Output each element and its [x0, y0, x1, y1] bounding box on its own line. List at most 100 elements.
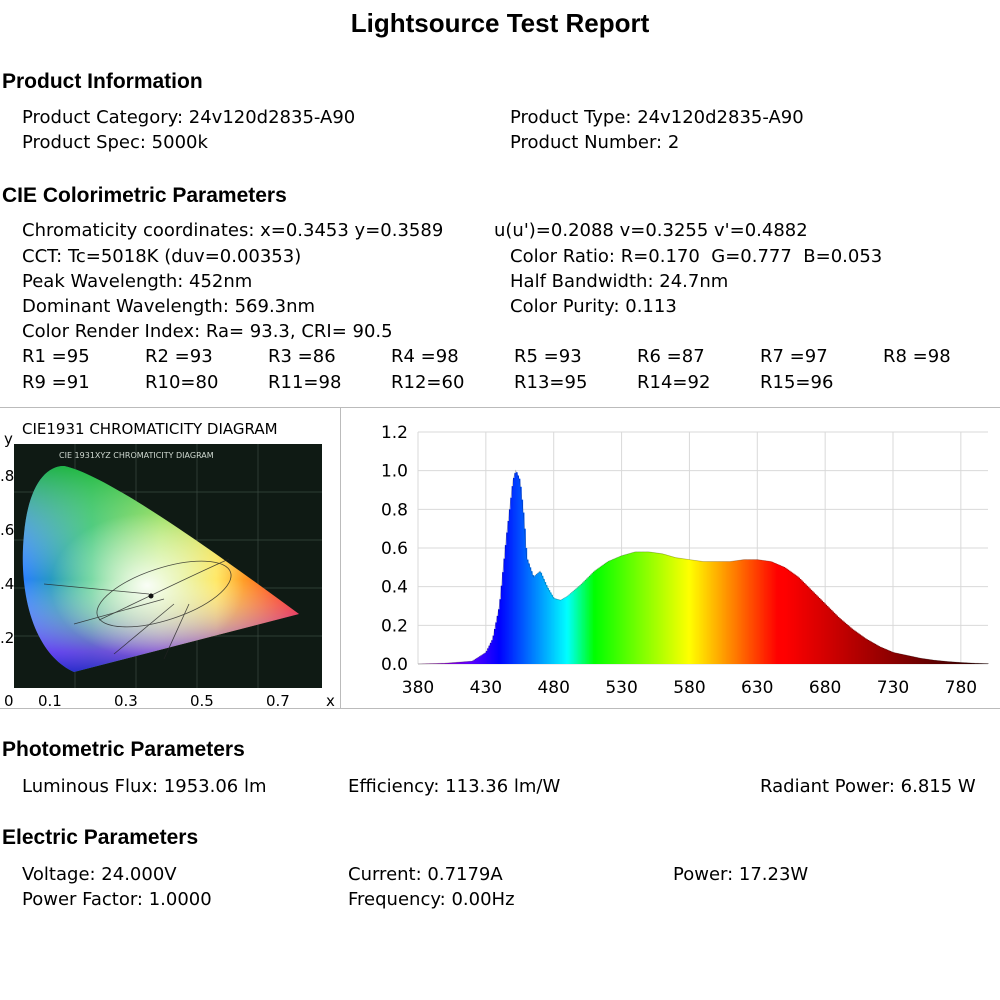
spectrum-strip — [457, 662, 460, 664]
spectrum-strip — [913, 656, 916, 664]
spectrum-strip — [469, 661, 472, 664]
spectrum-strip — [822, 602, 825, 664]
spectrum-strip — [955, 662, 958, 664]
spectrum-strip — [464, 661, 467, 664]
chromaticity-coordinates: Chromaticity coordinates: x=0.3453 y=0.3… — [22, 220, 444, 241]
spectrum-strip — [498, 609, 501, 664]
spectrum-strip — [610, 560, 613, 664]
cie-x-tick: 0.3 — [114, 692, 138, 710]
spectrum-strip — [935, 660, 938, 664]
spectrum-strip — [609, 560, 612, 664]
spectrum-strip — [568, 594, 571, 664]
spectrum-strip — [502, 572, 505, 664]
electric-heading: Electric Parameters — [2, 826, 199, 849]
spectrum-strip — [479, 656, 482, 664]
spectrum-strip — [602, 564, 605, 664]
spectrum-strip — [838, 618, 841, 664]
x-tick-label: 730 — [877, 678, 909, 698]
spectrum-strip — [541, 575, 544, 664]
spectrum-strip — [503, 558, 506, 664]
spectrum-strip — [511, 486, 514, 664]
spectrum-strip — [659, 553, 662, 664]
r-value: R13=95 — [514, 372, 588, 393]
spectrum-strip — [663, 554, 666, 664]
product-info-heading: Product Information — [2, 70, 203, 93]
spectrum-strip — [939, 660, 942, 664]
spectrum-strip — [747, 559, 750, 664]
spectrum-strip — [579, 585, 582, 664]
x-tick-label: 530 — [605, 678, 637, 698]
spectrum-strip — [979, 663, 982, 664]
spectrum-strip — [963, 662, 966, 664]
spectrum-strip — [618, 556, 621, 664]
spectrum-strip — [807, 587, 810, 664]
spectrum-strip — [475, 658, 477, 664]
product-category: Product Category: 24v120d2835-A90 — [22, 107, 356, 128]
spectrum-strip — [921, 658, 924, 664]
spectrum-strip — [745, 559, 748, 664]
spectrum-strip — [438, 663, 441, 664]
spectrum-strip — [726, 561, 729, 664]
spectrum-strip — [622, 555, 625, 664]
spectrum-strip — [559, 600, 562, 664]
spectrum-strip — [696, 560, 699, 664]
spectrum-strip — [808, 588, 811, 664]
spectrum-strip — [739, 560, 742, 664]
spectrum-strip — [540, 572, 543, 664]
spectrum-strip — [510, 497, 513, 664]
spectrum-strip — [662, 553, 665, 664]
spectrum-strip — [587, 577, 590, 664]
spectrum-strip — [551, 594, 553, 664]
spectrum-strip — [650, 552, 653, 664]
spectrum-strip — [818, 597, 821, 664]
spectrum-strip — [480, 655, 483, 664]
spectrum-strip — [869, 641, 872, 664]
spectrum-strip — [788, 570, 791, 664]
spectrum-strip — [491, 640, 494, 664]
spectrum-strip — [893, 652, 895, 664]
spectrum-strip — [580, 584, 583, 664]
spectrum-strip — [898, 653, 901, 664]
spectrum-strip — [519, 486, 522, 664]
spectrum-strip — [492, 635, 495, 664]
spectrum-strip — [864, 638, 867, 664]
spectrum-strip — [533, 576, 536, 664]
spectrum-strip — [909, 656, 912, 664]
spectrum-strip — [576, 587, 579, 664]
spectrum-strip — [707, 561, 710, 664]
spectrum-strip — [840, 619, 843, 664]
spectrum-strip — [652, 552, 655, 664]
spectrum-strip — [746, 559, 749, 664]
spectrum-strip — [546, 587, 549, 664]
spectrum-strip — [697, 560, 700, 664]
spectrum-strip — [940, 660, 943, 664]
spectrum-strip — [736, 560, 739, 664]
spectrum-strip — [730, 561, 733, 664]
spectrum-strip — [792, 573, 795, 664]
spectrum-strip — [560, 599, 563, 664]
spectrum-strip — [717, 561, 720, 664]
spectrum-strip — [643, 551, 646, 664]
spectrum-strip — [776, 564, 779, 664]
spectrum-strip — [529, 567, 532, 664]
spectrum-strip — [682, 558, 685, 664]
spectrum-strip — [738, 560, 741, 664]
spectrum-strip — [522, 512, 525, 664]
spectrum-strip — [534, 575, 537, 664]
spectrum-strip — [612, 559, 615, 664]
spectrum-strip — [810, 589, 813, 664]
spectrum-strip — [530, 571, 533, 664]
spectrum-strip — [678, 558, 681, 664]
spectrum-strip — [635, 551, 638, 664]
color-render-index: Color Render Index: Ra= 93.3, CRI= 90.5 — [22, 321, 393, 342]
spectrum-strip — [975, 663, 978, 664]
spectrum-strip — [507, 520, 510, 664]
spectrum-strip — [917, 657, 920, 664]
spectrum-strip — [765, 560, 768, 664]
spectrum-strip — [598, 567, 601, 664]
spectrum-strip — [785, 568, 788, 664]
spectrum-strip — [894, 652, 897, 664]
spectrum-strip — [570, 593, 572, 664]
spectrum-strip — [768, 561, 771, 664]
spectrum-strip — [651, 552, 654, 664]
